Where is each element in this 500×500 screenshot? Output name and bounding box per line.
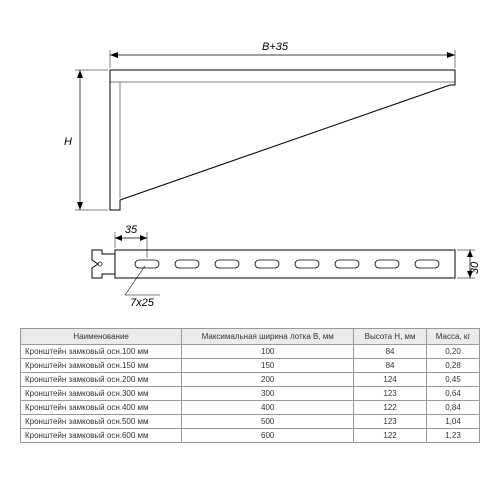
cell-name: Кронштейн замковый осн.200 мм (21, 373, 182, 387)
table-row: Кронштейн замковый осн.600 мм6001221,23 (21, 429, 480, 443)
cell-value: 0,28 (427, 359, 480, 373)
cell-value: 84 (354, 345, 427, 359)
cell-value: 100 (182, 345, 354, 359)
cell-value: 0,45 (427, 373, 480, 387)
cell-value: 600 (182, 429, 354, 443)
cell-name: Кронштейн замковый осн.300 мм (21, 387, 182, 401)
cell-value: 122 (354, 401, 427, 415)
left-dim-label: H (64, 136, 72, 148)
cell-name: Кронштейн замковый осн.600 мм (21, 429, 182, 443)
table-row: Кронштейн замковый осн.400 мм4001220,84 (21, 401, 480, 415)
top-dim-label: B+35 (262, 41, 289, 53)
cell-value: 84 (354, 359, 427, 373)
cell-value: 124 (354, 373, 427, 387)
bracket-svg: B+35 H (20, 20, 480, 320)
table-header-row: Наименование Максимальная ширина лотка B… (21, 329, 480, 345)
cell-value: 400 (182, 401, 354, 415)
table-row: Кронштейн замковый осн.200 мм2001240,45 (21, 373, 480, 387)
slot-dim-label: 7x25 (130, 297, 155, 309)
cell-value: 0,64 (427, 387, 480, 401)
col-name: Наименование (21, 329, 182, 345)
cell-value: 0,84 (427, 401, 480, 415)
cell-value: 150 (182, 359, 354, 373)
cell-value: 123 (354, 387, 427, 401)
cell-name: Кронштейн замковый осн.400 мм (21, 401, 182, 415)
cell-value: 123 (354, 415, 427, 429)
table-row: Кронштейн замковый осн.150 мм150840,28 (21, 359, 480, 373)
cell-value: 1,04 (427, 415, 480, 429)
col-mass: Масса, кг (427, 329, 480, 345)
cell-name: Кронштейн замковый осн.500 мм (21, 415, 182, 429)
cell-value: 200 (182, 373, 354, 387)
cell-name: Кронштейн замковый осн.150 мм (21, 359, 182, 373)
table-row: Кронштейн замковый осн.100 мм100840,20 (21, 345, 480, 359)
strip-height-label: 30 (469, 261, 480, 274)
cell-value: 0,20 (427, 345, 480, 359)
col-height: Высота H, мм (354, 329, 427, 345)
cell-value: 1,23 (427, 429, 480, 443)
cell-value: 500 (182, 415, 354, 429)
spec-table: Наименование Максимальная ширина лотка B… (20, 328, 480, 443)
table-row: Кронштейн замковый осн.500 мм5001231,04 (21, 415, 480, 429)
col-width: Максимальная ширина лотка B, мм (182, 329, 354, 345)
cell-value: 300 (182, 387, 354, 401)
offset-dim-label: 35 (125, 224, 138, 236)
table-row: Кронштейн замковый осн.300 мм3001230,64 (21, 387, 480, 401)
technical-drawing: B+35 H (20, 20, 480, 320)
cell-name: Кронштейн замковый осн.100 мм (21, 345, 182, 359)
cell-value: 122 (354, 429, 427, 443)
